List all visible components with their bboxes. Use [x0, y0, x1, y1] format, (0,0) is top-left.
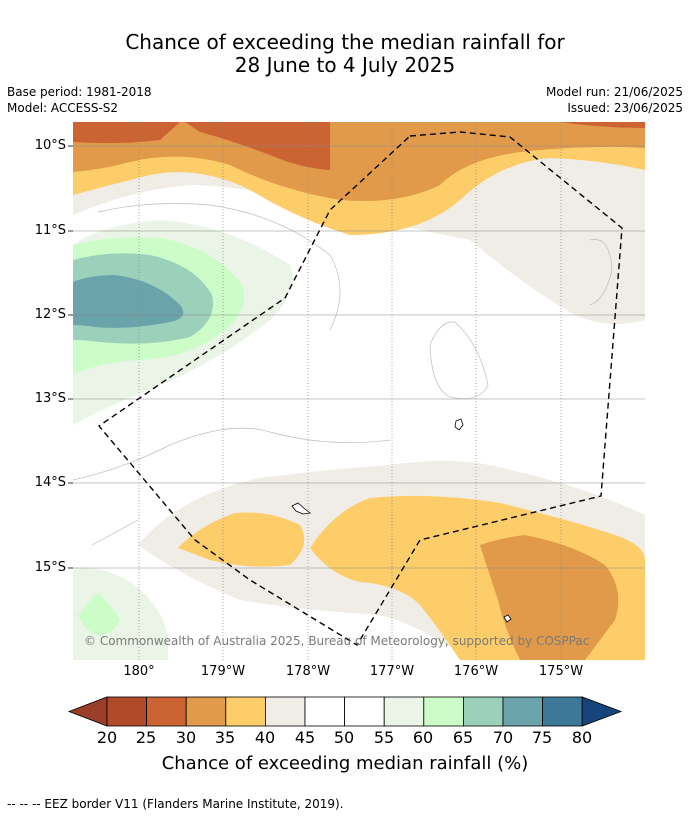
lon-label-179w: 179°W — [200, 664, 246, 679]
lat-label-14s: 14°S — [34, 475, 66, 490]
lon-label-180: 180° — [123, 664, 155, 679]
colorbar-cell — [185, 696, 227, 727]
map-title: Chance of exceeding the median rainfall … — [0, 31, 690, 77]
region-35-40-south-a — [178, 512, 305, 567]
colorbar-cell — [225, 696, 266, 727]
island-west — [291, 502, 311, 515]
region-55-60-southwest — [73, 567, 168, 660]
island-north — [454, 418, 464, 431]
cb-tick-80: 80 — [571, 728, 593, 747]
title-line-2: 28 June to 4 July 2025 — [234, 53, 456, 77]
lat-label-15s: 15°S — [34, 560, 66, 575]
eez-border — [97, 131, 623, 646]
title-line-1: Chance of exceeding the median rainfall … — [125, 30, 565, 54]
meta-left: Base period: 1981-2018 Model: ACCESS-S2 — [7, 84, 152, 116]
colorbar-label: Chance of exceeding median rainfall (%) — [161, 753, 529, 774]
lat-label-11s: 11°S — [34, 223, 66, 238]
cb-tick-45: 45 — [294, 728, 316, 747]
cb-tick-20: 20 — [96, 728, 118, 747]
lon-label-176w: 176°W — [453, 664, 499, 679]
eez-footnote: -- -- -- EEZ border V11 (Flanders Marine… — [7, 797, 344, 811]
colorbar-arrow-below — [67, 696, 108, 727]
region-30-35-north — [73, 122, 645, 201]
base-period-text: Base period: 1981-2018 — [7, 85, 152, 99]
colorbar-cell — [146, 696, 187, 727]
colorbar-cell — [344, 696, 385, 727]
cb-tick-55: 55 — [373, 728, 395, 747]
cb-tick-35: 35 — [214, 728, 236, 747]
lat-label-12s: 12°S — [34, 307, 66, 322]
colorbar-cell — [383, 696, 425, 727]
cb-tick-40: 40 — [254, 728, 276, 747]
model-text: Model: ACCESS-S2 — [7, 101, 119, 115]
region-25-30-north-3 — [560, 122, 645, 128]
region-60-65-southwest — [78, 593, 120, 636]
cb-tick-65: 65 — [452, 728, 474, 747]
model-run-text: Model run: 21/06/2025 — [545, 85, 683, 99]
cb-tick-25: 25 — [135, 728, 157, 747]
lon-label-178w: 178°W — [285, 664, 331, 679]
island-southeast — [503, 614, 512, 623]
meta-right: Model run: 21/06/2025 Issued: 23/06/2025 — [546, 84, 683, 116]
colorbar-arrow-above — [581, 696, 623, 727]
colorbar-cell — [304, 696, 345, 727]
region-70-75-west — [73, 275, 184, 328]
region-30-35-south — [480, 535, 619, 660]
cb-tick-50: 50 — [333, 728, 355, 747]
colorbar-cell — [264, 696, 306, 727]
lat-label-10s: 10°S — [34, 138, 66, 153]
cb-tick-30: 30 — [175, 728, 197, 747]
copyright-text: © Commonwealth of Australia 2025, Bureau… — [84, 634, 589, 648]
region-25-30-north — [73, 122, 180, 144]
colorbar — [67, 696, 623, 727]
colorbar-cell — [542, 696, 583, 727]
colorbar-cell — [502, 696, 543, 727]
lat-label-13s: 13°S — [34, 391, 66, 406]
cb-tick-70: 70 — [492, 728, 514, 747]
cb-tick-60: 60 — [412, 728, 434, 747]
colorbar-cell — [462, 696, 504, 727]
cb-tick-75: 75 — [531, 728, 553, 747]
colorbar-cell — [106, 696, 147, 727]
colorbar-cell — [423, 696, 464, 727]
lon-label-177w: 177°W — [369, 664, 415, 679]
issued-text: Issued: 23/06/2025 — [567, 101, 683, 115]
lon-label-175w: 175°W — [538, 664, 584, 679]
